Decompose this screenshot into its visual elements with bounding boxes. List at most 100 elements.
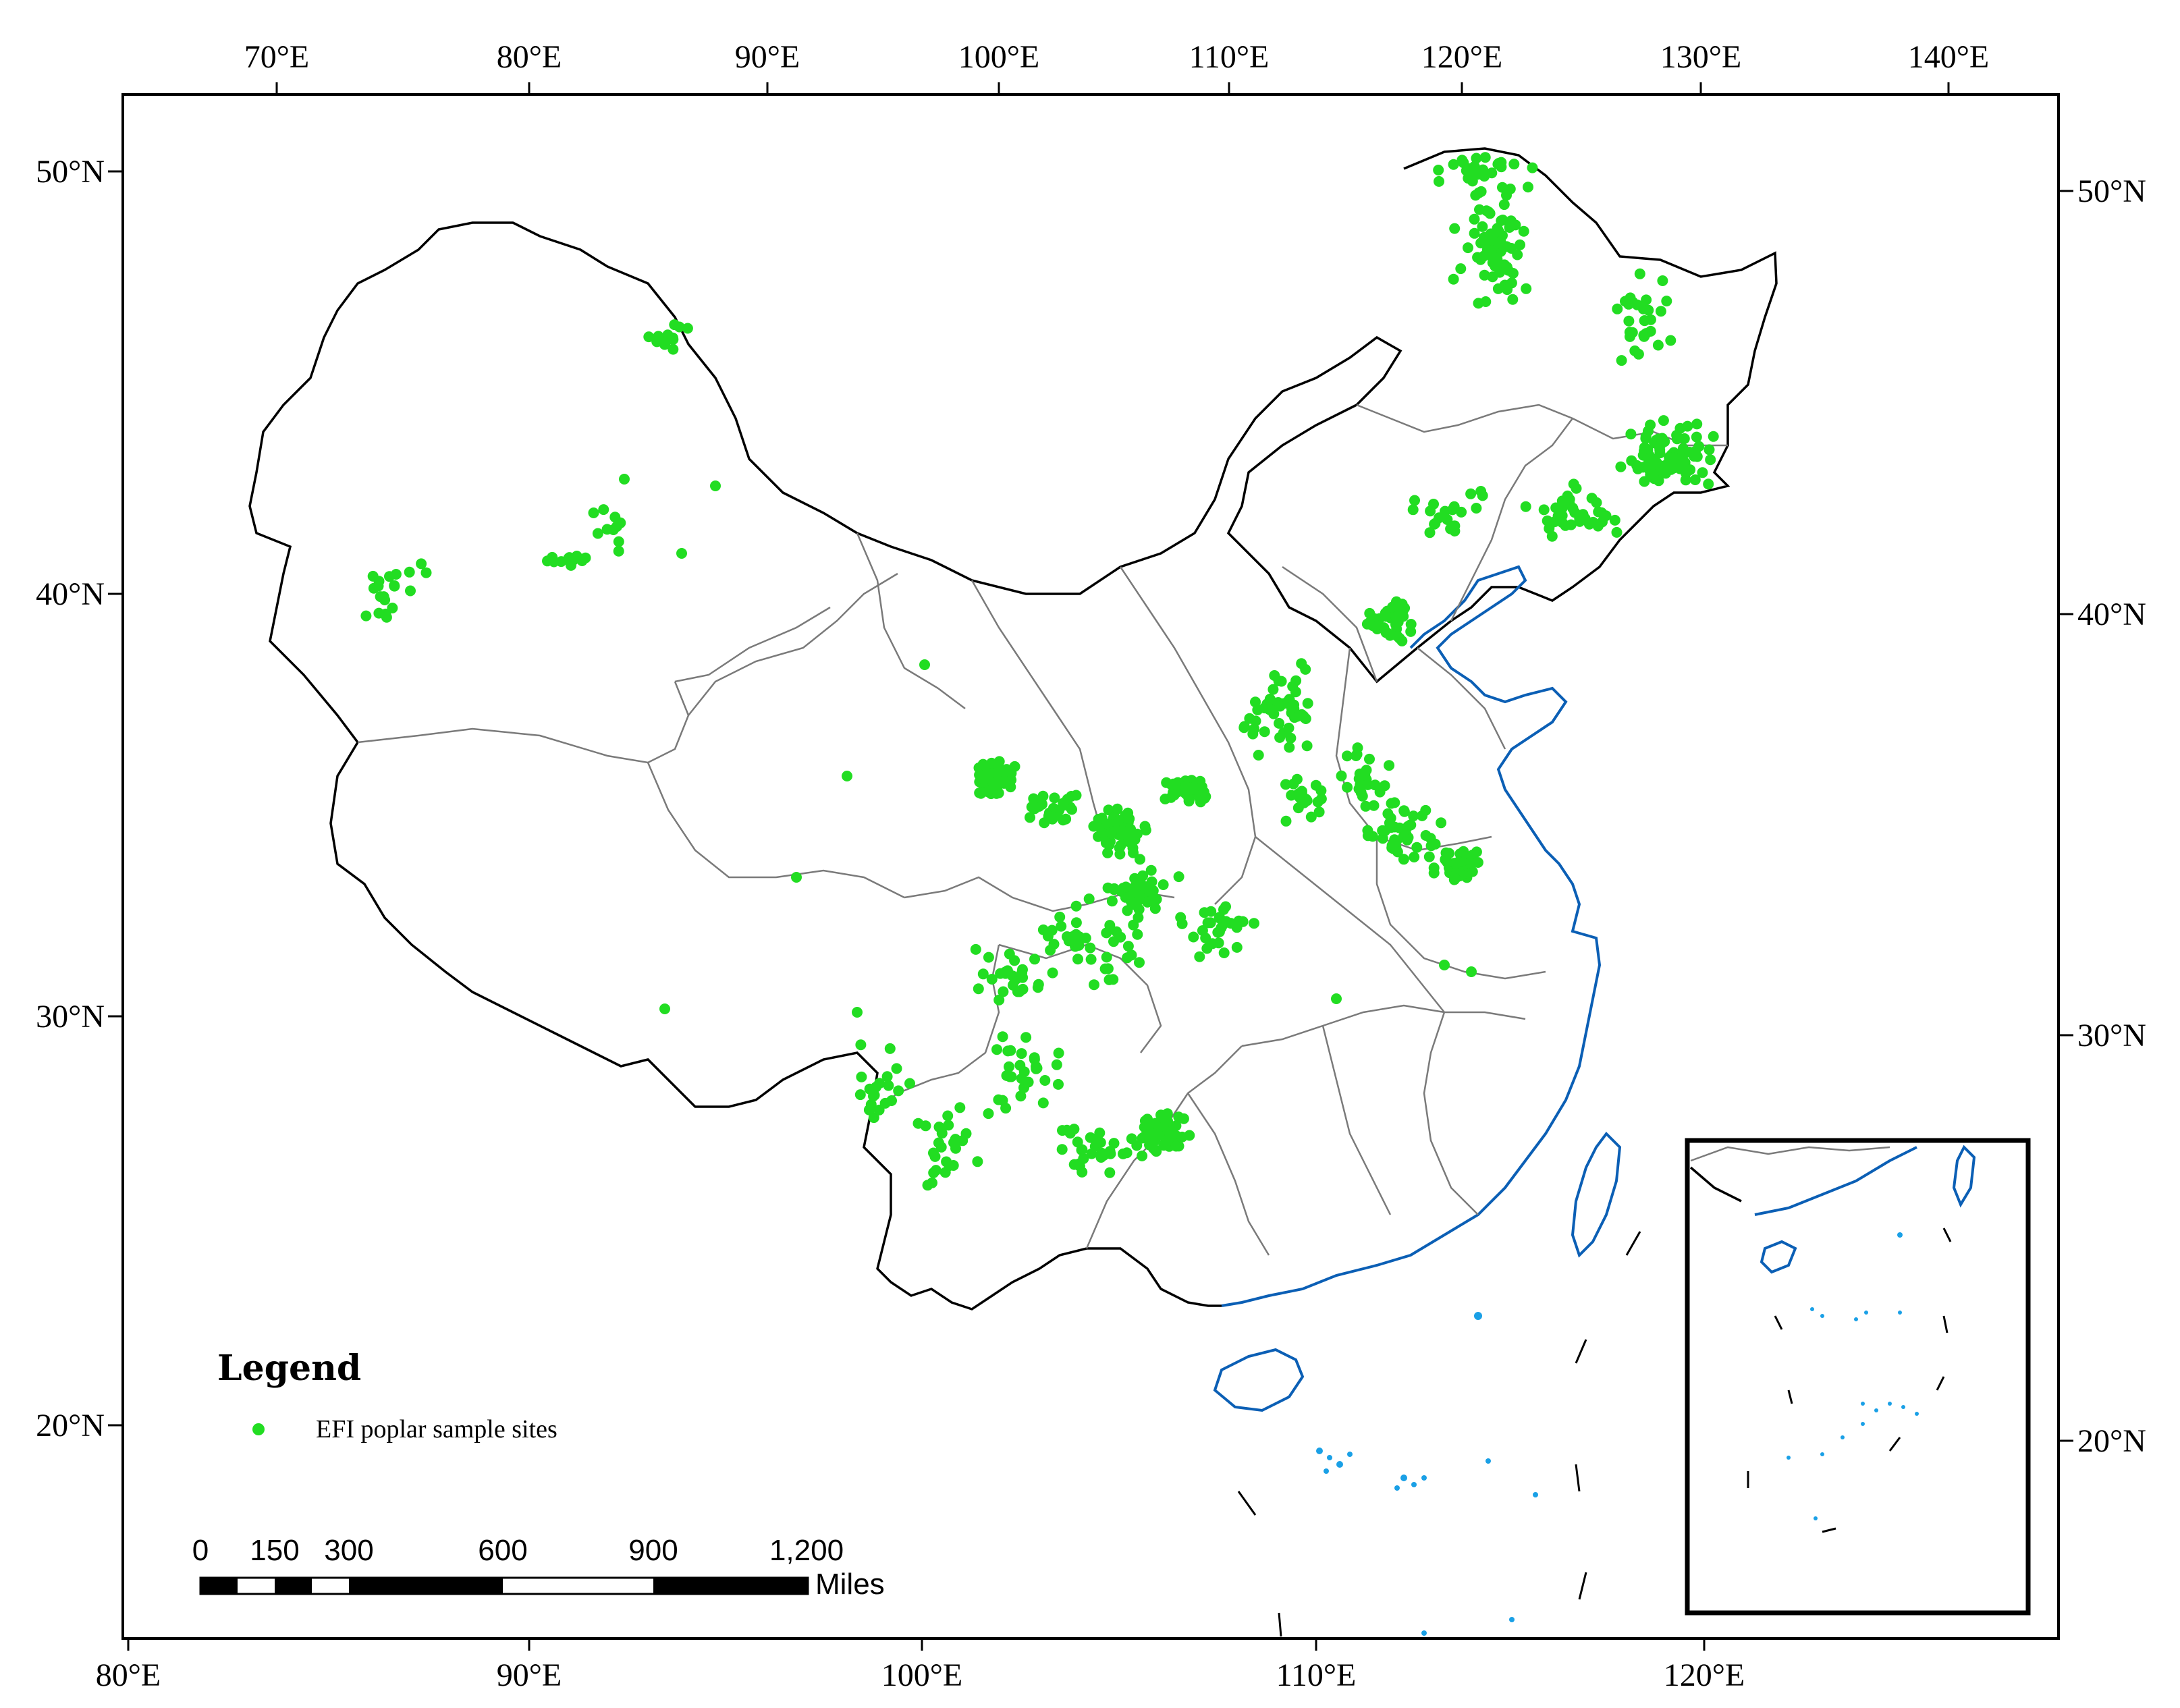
sample-site-dot: [1626, 455, 1637, 466]
sample-site-dot: [1705, 454, 1716, 466]
sample-site-dot: [1137, 1150, 1148, 1161]
sample-site-dot: [1149, 1118, 1161, 1129]
sample-site-dot: [870, 1082, 881, 1093]
sample-site-dot: [1031, 1062, 1043, 1074]
sample-site-dot: [1178, 1113, 1189, 1124]
sample-site-dot: [659, 337, 671, 349]
sample-site-dot: [987, 777, 999, 789]
sample-site-dot: [1640, 431, 1652, 442]
sample-site-dot: [592, 528, 603, 539]
sample-site-dot: [1009, 761, 1020, 772]
sample-site-dot: [1283, 722, 1295, 734]
sample-site-dot: [1455, 263, 1467, 275]
sample-site-dot: [1214, 926, 1225, 937]
sample-site-dot: [1423, 851, 1435, 862]
right-lat-label: 20°N: [2077, 1423, 2146, 1459]
sample-site-dot: [1111, 926, 1122, 937]
sample-site-dot: [1162, 1136, 1172, 1147]
taiwan-island: [1571, 1131, 1622, 1258]
sample-site-dot: [1479, 171, 1490, 182]
sample-site-dot: [1379, 780, 1390, 792]
sample-site-dot: [1004, 1061, 1014, 1072]
sample-site-dot: [1368, 800, 1380, 811]
sample-site-dot: [1384, 760, 1395, 771]
sample-site-dot: [1665, 335, 1677, 346]
sample-site-dot: [1390, 611, 1402, 623]
sample-site-dot: [1101, 927, 1112, 939]
scale-tick-label: 300: [324, 1534, 373, 1567]
hainan-island: [1213, 1348, 1305, 1412]
sample-site-dot: [869, 1089, 880, 1101]
top-lon-label: 70°E: [244, 39, 310, 75]
sample-site-dot: [1639, 315, 1650, 327]
top-lon-label: 90°E: [735, 39, 800, 75]
top-lon-label: 80°E: [497, 39, 562, 75]
sample-site-dot: [1521, 283, 1532, 294]
sample-site-dot: [1508, 159, 1520, 170]
sample-site-dot: [1016, 1048, 1027, 1059]
sample-site-dot: [1073, 939, 1085, 951]
sample-site-dot: [1063, 935, 1074, 947]
sample-site-dot: [1615, 461, 1627, 472]
sample-site-dot: [1523, 182, 1533, 193]
sample-site-dot: [993, 994, 1005, 1005]
sample-site-dot: [1124, 813, 1135, 825]
sample-site-dot: [1623, 315, 1635, 327]
sample-site-dot: [390, 569, 402, 580]
sample-site-dot: [1299, 712, 1311, 723]
sample-site-dot: [1637, 462, 1649, 473]
sample-site-dot: [1176, 1131, 1188, 1142]
sample-site-dot: [1439, 960, 1450, 970]
sample-site-dot: [1479, 269, 1490, 281]
legend-title: Legend: [217, 1348, 361, 1389]
sample-site-dot: [791, 872, 802, 883]
sample-site-dot: [378, 591, 389, 603]
sample-site-dot: [1094, 1127, 1106, 1138]
sample-site-dot: [1146, 876, 1157, 887]
sample-site-dot: [1574, 513, 1585, 524]
sample-site-dot: [1685, 464, 1696, 476]
sample-site-dot: [1058, 815, 1068, 826]
sample-site-dot: [373, 607, 385, 619]
sample-site-dot: [1122, 905, 1133, 916]
top-lon-label: 130°E: [1660, 39, 1742, 75]
sample-site-dot: [1463, 242, 1473, 254]
sample-site-dot: [1315, 793, 1327, 804]
sample-site-dot: [1072, 954, 1083, 965]
sample-site-dot: [1101, 818, 1113, 829]
sample-site-dot: [1380, 627, 1392, 638]
sample-site-dot: [1286, 790, 1297, 801]
sample-site-dot: [1089, 979, 1099, 991]
sample-site-dot: [1665, 464, 1677, 475]
sample-site-dot: [1641, 294, 1652, 306]
sample-site-dot: [1429, 518, 1440, 530]
sample-site-dot: [1078, 1153, 1089, 1164]
sample-site-dot: [1086, 1148, 1097, 1159]
sample-site-dot: [598, 504, 609, 516]
sample-site-dot: [1010, 974, 1021, 985]
sample-site-dot: [1542, 515, 1553, 526]
sample-site-dot: [928, 1167, 939, 1178]
national-border: [248, 147, 1778, 1311]
sample-site-dot: [1296, 658, 1307, 669]
sample-site-dot: [948, 1160, 959, 1171]
sample-site-dot: [1434, 175, 1444, 187]
sample-site-dot: [1037, 1097, 1049, 1109]
sample-site-dot: [1310, 779, 1321, 791]
sample-site-dot: [974, 769, 985, 781]
sample-site-dot: [957, 1135, 969, 1147]
sample-site-dot: [387, 603, 398, 613]
sample-site-dot: [1392, 630, 1403, 642]
sample-site-dot: [1407, 504, 1419, 516]
sample-site-dot: [1450, 858, 1462, 869]
sample-site-dot: [1639, 442, 1650, 453]
sample-site-dot: [1556, 517, 1568, 528]
sample-site-dot: [1274, 732, 1286, 743]
sample-site-dot: [1070, 790, 1082, 801]
sample-site-dot: [1492, 224, 1504, 236]
sample-site-dot: [1684, 447, 1695, 458]
sample-site-dot: [998, 775, 1009, 787]
sample-site-dot: [1477, 490, 1488, 501]
sample-site-dot: [1039, 817, 1050, 829]
sample-site-dot: [1364, 618, 1375, 629]
